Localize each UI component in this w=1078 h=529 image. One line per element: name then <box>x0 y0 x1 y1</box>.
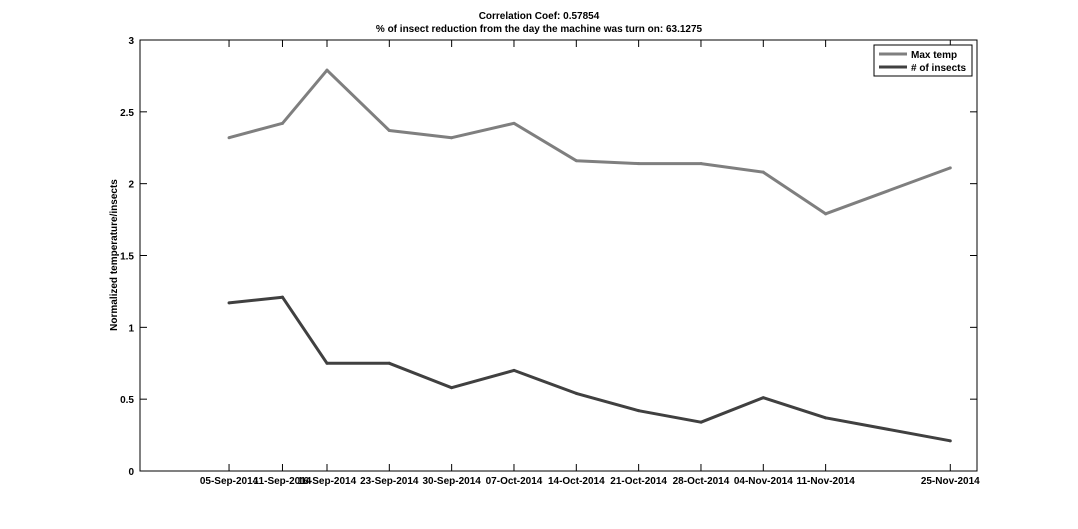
chart-subtitle: % of insect reduction from the day the m… <box>376 24 703 35</box>
y-axis: 0 0.5 1 1.5 2 2.5 3 <box>120 36 977 478</box>
data-point <box>450 136 454 140</box>
series-line-1 <box>228 68 951 216</box>
data-point <box>227 136 231 140</box>
y-tick-label: 1 <box>128 323 134 334</box>
x-tick-label: 05-Sep-2014 <box>200 476 259 487</box>
data-point <box>280 121 284 125</box>
data-point <box>699 420 703 424</box>
data-point <box>948 439 952 443</box>
data-point <box>574 159 578 163</box>
legend-label: # of insects <box>911 63 966 74</box>
x-tick-label: 30-Sep-2014 <box>422 476 481 487</box>
data-point <box>387 361 391 365</box>
data-point <box>280 295 284 299</box>
y-tick-label: 2.5 <box>120 108 134 119</box>
data-point <box>824 416 828 420</box>
plot-area <box>139 39 978 472</box>
data-point <box>227 301 231 305</box>
data-point <box>512 368 516 372</box>
data-point <box>637 162 641 166</box>
y-tick-label: 0 <box>128 467 134 478</box>
data-point <box>387 129 391 133</box>
data-point <box>761 170 765 174</box>
data-point <box>699 162 703 166</box>
x-tick-label: 23-Sep-2014 <box>360 476 419 487</box>
y-tick-label: 2 <box>128 180 134 191</box>
legend: Max temp # of insects <box>873 44 973 77</box>
plot-frame <box>139 39 978 472</box>
x-tick-label: 11-Nov-2014 <box>796 476 855 487</box>
x-tick-label: 16-Sep-2014 <box>298 476 357 487</box>
x-tick-label: 07-Oct-2014 <box>486 476 543 487</box>
x-tick-label: 25-Nov-2014 <box>921 476 980 487</box>
y-axis-label: Normalized temperature/insects <box>109 179 120 331</box>
data-point <box>824 212 828 216</box>
y-tick-label: 0.5 <box>120 395 134 406</box>
data-point <box>325 68 329 72</box>
data-point <box>450 386 454 390</box>
x-tick-label: 14-Oct-2014 <box>548 476 605 487</box>
chart-title: Correlation Coef: 0.57854 <box>479 11 600 22</box>
data-point <box>637 409 641 413</box>
x-tick-label: 11-Sep-2014 <box>254 476 312 487</box>
data-point <box>325 361 329 365</box>
legend-label: Max temp <box>911 50 957 61</box>
series-layer <box>227 68 952 443</box>
data-point <box>761 396 765 400</box>
x-tick-label: 21-Oct-2014 <box>610 476 667 487</box>
legend-box <box>873 44 973 77</box>
x-tick-label: 28-Oct-2014 <box>673 476 730 487</box>
series-line-2 <box>228 295 951 443</box>
x-tick-label: 04-Nov-2014 <box>734 476 793 487</box>
y-tick-label: 3 <box>128 36 134 47</box>
data-point <box>948 166 952 170</box>
data-point <box>574 391 578 395</box>
data-point <box>512 121 516 125</box>
y-tick-label: 1.5 <box>120 252 134 263</box>
